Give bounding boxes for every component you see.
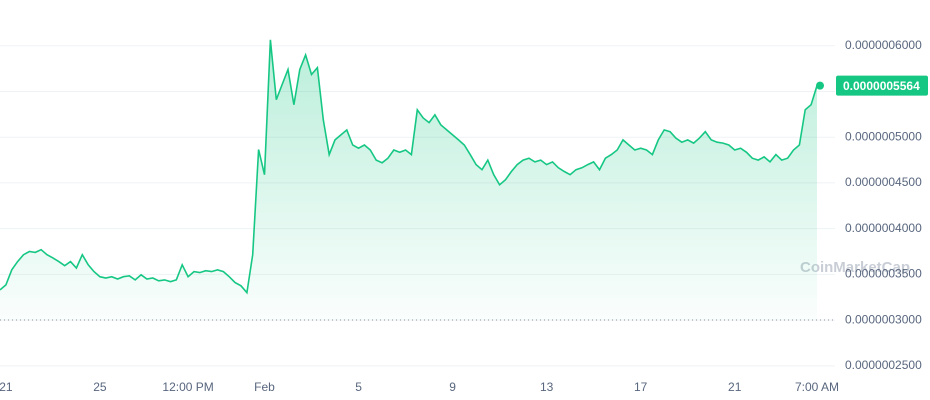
y-tick-label: 0.0000005000 (845, 129, 922, 143)
y-tick-label: 0.0000002500 (845, 358, 922, 372)
current-dot (816, 81, 824, 90)
price-tag (836, 75, 928, 96)
y-tick-label: 0.0000004500 (845, 175, 922, 189)
x-tick-label: 12:00 PM (162, 380, 213, 394)
x-tick-label: 13 (540, 380, 554, 394)
x-tick-label: Feb (254, 380, 275, 394)
watermark: CoinMarketCap (800, 259, 910, 276)
y-tick-label: 0.0000006000 (845, 38, 922, 52)
area (0, 39, 817, 321)
x-tick-label: 17 (634, 380, 648, 394)
y-tick-label: 0.0000003500 (845, 267, 922, 281)
x-tick-label: 25 (93, 380, 107, 394)
x-tick-label: 9 (449, 380, 456, 394)
y-tick-label: 0.0000004000 (845, 221, 922, 235)
x-tick-label: 21 (0, 380, 13, 394)
x-tick-label: 7:00 AM (795, 380, 839, 394)
x-tick-label: 5 (355, 380, 362, 394)
price-line (0, 39, 818, 295)
x-tick-label: 21 (728, 380, 742, 394)
price-tag-label: 0.0000005564 (843, 79, 920, 93)
y-tick-label: 0.0000003000 (845, 312, 922, 326)
